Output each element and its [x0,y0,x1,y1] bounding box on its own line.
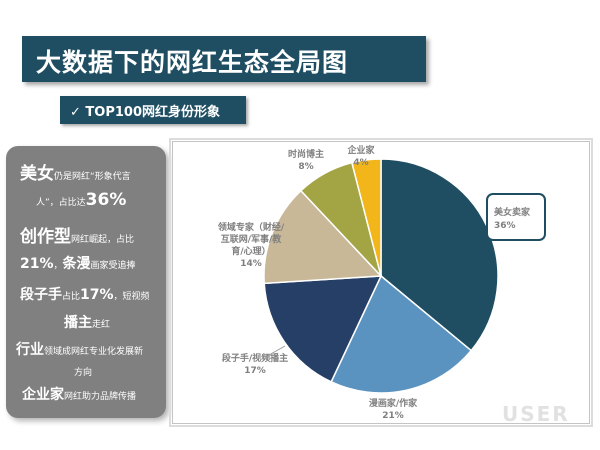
highlight-text: 条漫 [62,256,91,272]
highlight-text: 企业家 [22,387,64,403]
body-text: 网红崛起，占比 [71,235,135,245]
slice-percent-label: 14% [240,259,262,269]
summary-line-1: 美女仍是网红“形象代言 [20,159,131,184]
slice-label: 漫画家/作家 [369,397,418,409]
highlight-text: 播主 [64,315,92,331]
summary-panel: 美女仍是网红“形象代言 人”，占比达36% 创作型网红崛起，占比 21%，条漫画… [6,146,166,418]
pie-slice [263,189,383,285]
slice-label: 互联网/军事/教 [221,233,283,245]
highlight-text: 36% [85,190,127,210]
highlight-text: 段子手 [20,287,62,303]
leader-line [268,345,286,356]
highlight-text: 美女 [20,164,54,184]
label-callout-box [486,193,546,241]
body-text: ，短视频 [113,292,150,302]
pie-slice [263,275,383,383]
slice-label: 时尚博主 [288,148,324,160]
summary-line-7: 行业领域成网红专业化发展新 [16,339,143,359]
body-text: ， [53,261,63,271]
pie-slice [350,158,382,277]
body-text: 仍是网红“形象代言 [54,172,131,182]
body-text: 人”，占比达 [36,198,86,208]
slice-percent-label: 8% [298,162,313,172]
summary-line-2: 人”，占比达36% [36,190,126,210]
slice-percent-label: 4% [353,158,368,168]
page-title: 大数据下的网红生态全局图 [36,48,349,77]
summary-line-5: 段子手占比17%，短视频 [20,284,150,304]
body-text: 网红助力品牌传播 [64,392,137,402]
body-text: 占比 [62,292,81,302]
highlight-text: 行业 [16,342,44,358]
pie-chart-panel: 美女卖家 36% 漫画家/作家 21% 段子手/视频播主 17% 领域专家（财经/互联网/军… [169,138,593,427]
watermark: USER [502,402,570,426]
body-text: 画家受追捧 [90,261,136,271]
body-text: 走红 [92,320,111,330]
summary-line-4: 21%，条漫画家受追捧 [20,253,136,273]
slice-percent-label: 17% [244,366,266,376]
slice-label: 企业家 [346,144,375,156]
summary-line-6: 播主走红 [64,312,110,332]
summary-line-3: 创作型网红崛起，占比 [20,222,134,247]
slice-label: 领域专家（财经/ [218,221,285,233]
slice-label-group: 美女卖家 36% [486,193,546,241]
highlight-text: 21% [20,256,54,272]
pie-slice [330,274,473,394]
pie-chart: 美女卖家 36% 漫画家/作家 21% 段子手/视频播主 17% 领域专家（财经/互联网/军… [218,144,546,421]
highlight-text: 17% [80,287,114,303]
body-text: 领域成网红专业化发展新 [44,347,144,357]
slice-label: 育/心理） [231,245,270,257]
section-subtitle: ✓ TOP100网红身份形象 [70,105,221,120]
body-text: 方向 [74,368,93,378]
subtitle-banner: ✓ TOP100网红身份形象 [60,96,246,124]
title-banner: 大数据下的网红生态全局图 [22,36,426,82]
highlight-text: 创作型 [20,227,71,247]
summary-line-8: 方向 [74,360,92,379]
slice-percent-label: 21% [382,411,404,421]
slice-label: 美女卖家 [494,206,531,218]
slice-percent-label: 36% [494,221,516,231]
summary-line-9: 企业家网红助力品牌传播 [22,384,136,404]
slice-label: 段子手/视频播主 [222,352,288,364]
